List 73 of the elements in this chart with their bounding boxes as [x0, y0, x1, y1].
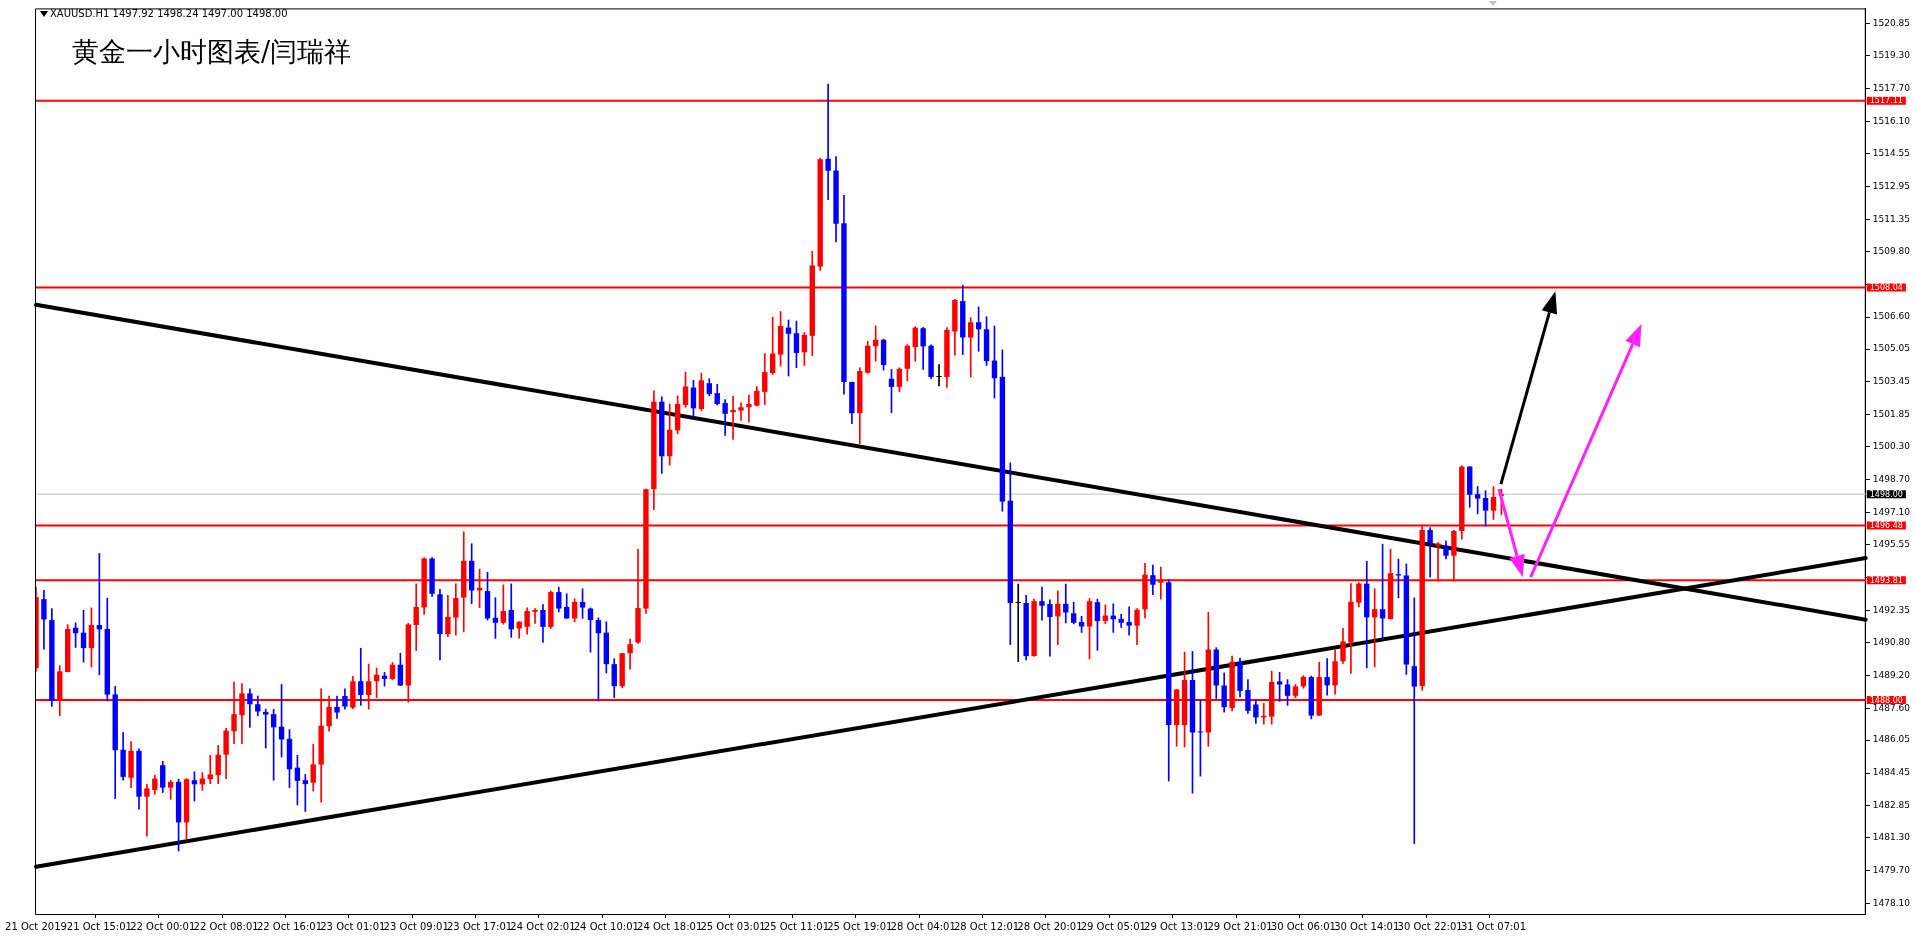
x-tick-label: 29 Oct 05:01 — [1080, 920, 1146, 932]
x-tick-label: 22 Oct 00:01 — [130, 920, 196, 932]
y-tick-label: 1498.70 — [1872, 474, 1911, 485]
y-tick-label: 1482.85 — [1872, 800, 1910, 811]
x-tick-label: 24 Oct 02:01 — [510, 920, 576, 932]
y-tick-label: 1490.80 — [1872, 636, 1911, 647]
ref-line-label: 1493.81 — [1869, 575, 1903, 585]
candlestick — [532, 608, 538, 624]
x-tick-label: 30 Oct 14:01 — [1334, 920, 1400, 932]
candlestick — [302, 774, 309, 812]
y-tick-label: 1492.35 — [1872, 604, 1910, 615]
candlestick — [1039, 586, 1045, 621]
y-tick-label: 1519.30 — [1872, 50, 1911, 61]
x-tick-label: 30 Oct 22:01 — [1397, 920, 1463, 932]
y-tick-label: 1497.10 — [1872, 507, 1911, 517]
y-tick-label: 1503.45 — [1872, 376, 1910, 387]
candlestick — [1411, 597, 1417, 844]
y-tick-label: 1500.30 — [1872, 441, 1911, 452]
y-tick-label: 1484.45 — [1872, 767, 1910, 778]
x-tick-label: 25 Oct 19:01 — [827, 920, 893, 932]
y-tick-label: 1511.35 — [1872, 213, 1910, 224]
y-tick-label: 1506.60 — [1872, 311, 1911, 322]
candlestick — [207, 754, 213, 785]
x-tick-label: 23 Oct 01:01 — [320, 920, 386, 932]
x-tick-label: 23 Oct 09:01 — [383, 920, 449, 932]
ref-line-label: 1488.00 — [1869, 695, 1903, 705]
candlestick — [825, 83, 831, 200]
x-tick-label: 29 Oct 13:01 — [1144, 920, 1210, 932]
y-tick-label: 1479.70 — [1872, 865, 1911, 876]
y-tick-label: 1509.80 — [1872, 245, 1911, 256]
candlestick — [746, 394, 752, 423]
x-tick-label: 21 Oct 2019 — [5, 920, 67, 932]
x-tick-label: 28 Oct 20:01 — [1017, 920, 1083, 932]
candlestick — [144, 784, 150, 837]
candlestick — [263, 708, 269, 749]
x-tick-label: 24 Oct 18:01 — [637, 920, 703, 932]
text: 黄金一小时图表/闫瑞祥 — [72, 35, 352, 69]
x-tick-label: 22 Oct 08:01 — [193, 920, 259, 932]
candlestick — [1126, 606, 1132, 636]
y-tick-label: 1495.55 — [1872, 538, 1910, 549]
candlestick — [1324, 658, 1330, 696]
x-tick-label: 25 Oct 03:01 — [700, 920, 766, 932]
annotation: XAUUSD.H1 1497.92 1498.24 1497.00 1498.00 — [50, 8, 288, 19]
y-tick-label: 1481.30 — [1872, 832, 1911, 843]
x-tick-label: 28 Oct 04:01 — [890, 920, 956, 932]
candlestick — [1015, 583, 1021, 662]
y-tick-label: 1517.70 — [1872, 83, 1911, 94]
candlestick — [936, 364, 942, 387]
y-tick-label: 1487.60 — [1872, 702, 1911, 713]
y-tick-label: 1505.05 — [1872, 343, 1910, 354]
candlestick — [1371, 588, 1378, 668]
x-tick-label: 21 Oct 15:01 — [66, 920, 132, 932]
y-tick-label: 1516.10 — [1872, 115, 1911, 126]
x-tick-label: 24 Oct 10:01 — [573, 920, 639, 932]
x-tick-label: 30 Oct 06:01 — [1270, 920, 1336, 932]
ref-line-label: 1508.04 — [1869, 283, 1903, 293]
ref-line-label: 1498.00 — [1869, 489, 1903, 499]
candlestick — [1055, 590, 1061, 645]
y-tick-label: 1489.20 — [1872, 669, 1911, 680]
candlestick — [738, 402, 744, 421]
y-tick-label: 1478.10 — [1872, 898, 1911, 909]
candlestick — [358, 647, 364, 706]
candlestick — [730, 396, 736, 440]
x-tick-label: 29 Oct 21:01 — [1207, 920, 1273, 932]
candlestick — [1047, 599, 1053, 657]
y-tick-label: 1512.95 — [1872, 180, 1910, 191]
y-tick-label: 1514.55 — [1872, 147, 1910, 158]
y-tick-label: 1486.05 — [1872, 734, 1910, 745]
y-tick-label: 1501.85 — [1872, 409, 1910, 420]
ref-line-label: 1496.48 — [1869, 520, 1903, 530]
ref-line-label: 1517.11 — [1869, 96, 1903, 106]
y-tick-label: 1520.85 — [1872, 18, 1910, 29]
x-tick-label: 31 Oct 07:01 — [1460, 920, 1527, 932]
